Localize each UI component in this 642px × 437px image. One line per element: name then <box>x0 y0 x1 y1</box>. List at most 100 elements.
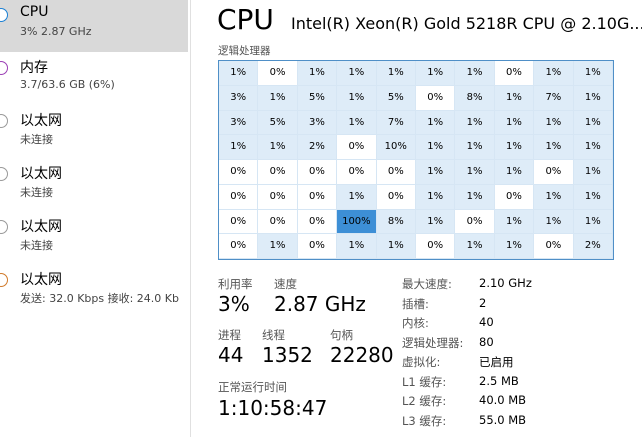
item-name: 以太网 <box>20 272 62 288</box>
detail-value: 已启用 <box>479 355 514 369</box>
cpu-cell: 1% <box>337 234 377 259</box>
cpu-cell: 0% <box>219 234 259 259</box>
cpu-cell: 5% <box>297 85 338 111</box>
detail-label: 内核: <box>402 316 429 330</box>
cpu-cell: 1% <box>337 61 377 86</box>
cpu-cell: 1% <box>534 209 574 235</box>
sidebar-item[interactable]: 以太网 未连接 <box>0 106 188 158</box>
cpu-cell: 0% <box>297 234 338 259</box>
cpu-cell: 1% <box>573 135 613 160</box>
cpu-cell: 1% <box>376 234 416 259</box>
grid-label: 逻辑处理器 <box>218 45 271 57</box>
status-icon <box>0 8 8 22</box>
cpu-cell: 1% <box>297 61 338 86</box>
sidebar-item[interactable]: 以太网发送: 32.0 Kbps 接收: 24.0 Kb <box>0 265 188 317</box>
stat-label: 线程 <box>262 328 285 342</box>
cpu-cell: 2% <box>297 135 338 160</box>
cpu-cell: 0% <box>337 160 377 185</box>
stat-label: 正常运行时间 <box>218 380 287 394</box>
cpu-cell: 1% <box>534 184 574 210</box>
stat-value: 22280 <box>330 343 394 367</box>
cpu-cell: 0% <box>258 184 298 210</box>
status-icon <box>0 167 8 181</box>
item-name: 以太网 <box>20 166 62 182</box>
cpu-cell: 1% <box>573 209 613 235</box>
stat-value: 44 <box>218 343 244 367</box>
cpu-cell: 3% <box>297 110 338 136</box>
cpu-cell: 1% <box>258 135 298 160</box>
item-sub: 未连接 <box>20 186 53 199</box>
detail-label: L3 缓存: <box>402 413 447 428</box>
cpu-cell: 0% <box>494 61 535 86</box>
cpu-cell: 2% <box>573 234 613 259</box>
detail-label: 虚拟化: <box>402 355 441 369</box>
stat-value: 2.87 GHz <box>274 292 366 316</box>
cpu-cell: 1% <box>494 160 535 185</box>
item-sub: 未连接 <box>20 239 53 252</box>
stat-label: 速度 <box>274 277 297 291</box>
cpu-cell: 0% <box>376 184 416 210</box>
detail-value: 2 <box>479 295 487 310</box>
cpu-cell: 0% <box>297 160 338 185</box>
item-sub: 发送: 32.0 Kbps 接收: 24.0 Kb <box>20 292 179 305</box>
cpu-cell: 1% <box>416 110 456 136</box>
sidebar: CPU 3% 2.87 GHz 内存 3.7/63.6 GB (6%) 以太网 未连接 以太… <box>0 0 191 437</box>
status-icon <box>0 220 8 234</box>
cpu-cell: 1% <box>573 184 613 210</box>
cpu-cell: 100% <box>337 209 377 235</box>
cpu-cell: 1% <box>219 135 259 160</box>
item-sub: 3% 2.87 GHz <box>20 25 92 38</box>
detail-label: L2 缓存: <box>402 394 447 408</box>
cpu-cell: 0% <box>297 184 338 210</box>
detail-label: L1 缓存: <box>402 374 447 389</box>
item-name: 内存 <box>20 60 48 76</box>
item-sub: 未连接 <box>20 133 53 146</box>
cpu-cell: 1% <box>534 61 574 86</box>
detail-label: 逻辑处理器: <box>402 335 464 350</box>
sidebar-item[interactable]: 以太网 未连接 <box>0 159 188 211</box>
cpu-cell: 1% <box>494 209 535 235</box>
title: CPU <box>217 3 274 36</box>
detail-value: 2.5 MB <box>479 373 519 388</box>
cpu-cell: 1% <box>455 110 495 136</box>
cpu-cell: 1% <box>416 184 456 210</box>
cpu-cell: 0% <box>219 184 259 210</box>
detail-value: 55.0 MB <box>479 412 527 427</box>
item-sub: 3.7/63.6 GB (6%) <box>20 78 115 91</box>
cpu-cell: 5% <box>258 110 298 136</box>
cpu-cell: 3% <box>219 85 259 111</box>
stat-value: 1:10:58:47 <box>218 396 328 420</box>
sidebar-item[interactable]: 以太网 未连接 <box>0 212 188 264</box>
cpu-cell: 1% <box>494 85 535 111</box>
cpu-cell: 10% <box>376 135 416 160</box>
cpu-cell: 0% <box>219 209 259 235</box>
cpu-cell: 5% <box>376 85 416 111</box>
item-name: 以太网 <box>20 113 62 129</box>
cpu-cell: 1% <box>258 234 298 259</box>
cpu-cell: 1% <box>416 209 456 235</box>
cpu-cell: 0% <box>258 209 298 235</box>
cpu-cell: 1% <box>219 61 259 86</box>
cpu-cell: 3% <box>219 110 259 136</box>
sidebar-item[interactable]: 内存 3.7/63.6 GB (6%) <box>0 53 188 105</box>
cpu-cell: 0% <box>455 209 495 235</box>
cpu-cell: 1% <box>455 135 495 160</box>
cpu-cell: 1% <box>455 234 495 259</box>
cpu-cell: 0% <box>416 85 456 111</box>
detail-value: 40.0 MB <box>479 393 527 407</box>
detail-value: 80 <box>479 334 494 349</box>
cpu-cell: 0% <box>219 160 259 185</box>
cpu-cell: 1% <box>416 61 456 86</box>
status-icon <box>0 61 8 75</box>
cpu-cell: 1% <box>455 184 495 210</box>
detail-label: 最大速度: <box>402 277 452 291</box>
cpu-cell: 1% <box>258 85 298 111</box>
stat-label: 利用率 <box>218 277 253 291</box>
cpu-cell: 1% <box>573 160 613 185</box>
cpu-cell: 0% <box>337 135 377 160</box>
cpu-cell: 0% <box>376 160 416 185</box>
cpu-cell: 1% <box>455 61 495 86</box>
sidebar-item[interactable]: CPU 3% 2.87 GHz <box>0 0 188 52</box>
stat-label: 进程 <box>218 328 241 342</box>
